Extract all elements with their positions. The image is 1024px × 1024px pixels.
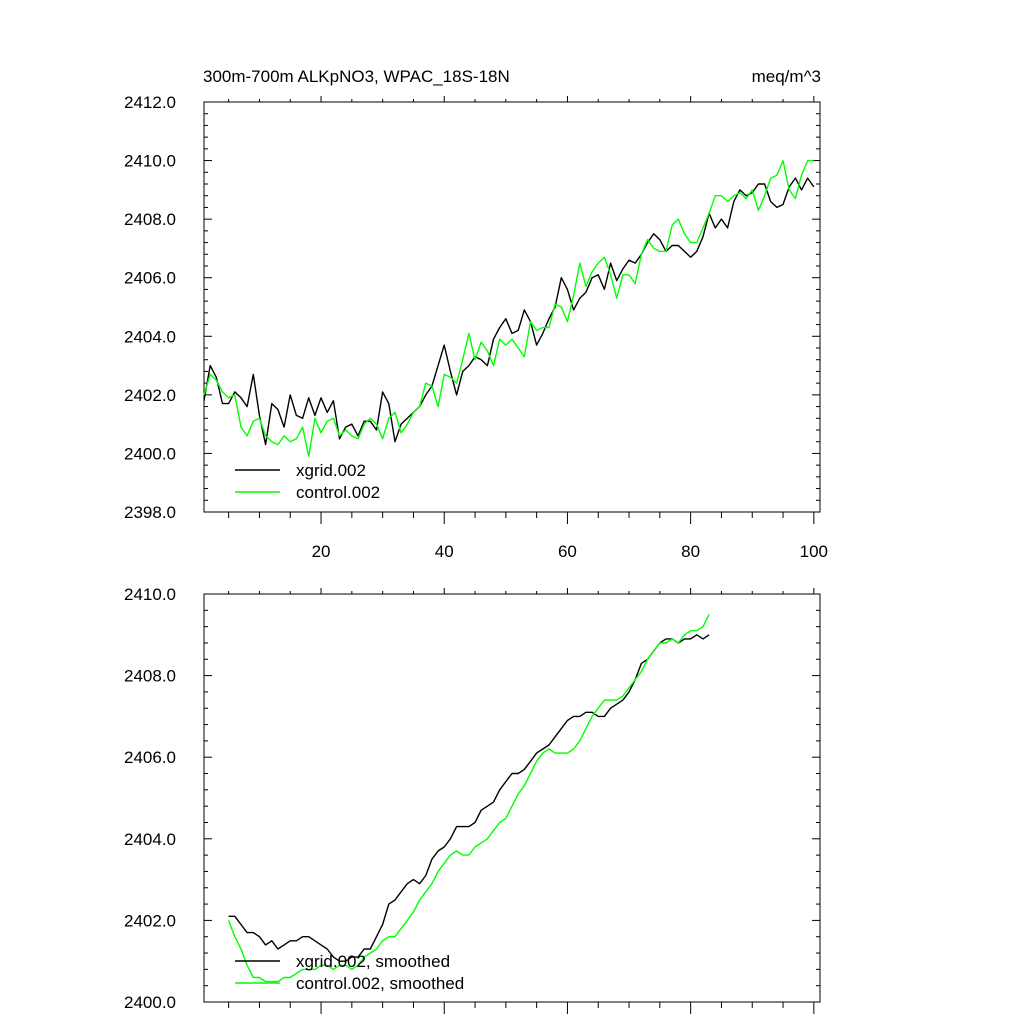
bottom-panel-series	[227, 614, 710, 983]
y-tick-label: 2400.0	[124, 993, 176, 1012]
legend-label-control-smoothed: control.002, smoothed	[296, 974, 464, 993]
top-panel-frame	[203, 101, 821, 513]
series-line-xgrid-002-smoothed	[228, 634, 710, 962]
bottom-panel-ticks: 2400.0 2402.0 2404.0 2406.0 2408.0 2410.0	[124, 585, 820, 1014]
x-tick-label: 100	[800, 542, 828, 561]
y-tick-label: 2410.0	[124, 152, 176, 171]
y-tick-label: 2400.0	[124, 444, 176, 463]
x-tick-label: 80	[681, 542, 700, 561]
series-line-control-002	[203, 159, 814, 458]
y-tick-label: 2408.0	[124, 667, 176, 686]
top-panel-series	[203, 159, 815, 458]
top-panel-ticks: 2398.0 2400.0 2402.0 2404.0 2406.0 2408.0 2410…	[124, 93, 828, 561]
top-panel-legend: xgrid.002 control.002	[235, 461, 380, 502]
y-tick-label: 2410.0	[124, 585, 176, 604]
y-tick-label: 2404.0	[124, 830, 176, 849]
y-tick-label: 2406.0	[124, 748, 176, 767]
top-panel: 300m-700m ALKpNO3, WPAC_18S-18N meq/m^3 …	[124, 67, 828, 561]
y-tick-label: 2398.0	[124, 503, 176, 522]
y-tick-label: 2406.0	[124, 269, 176, 288]
x-tick-label: 40	[435, 542, 454, 561]
bottom-panel-frame	[203, 593, 821, 1003]
legend-label-xgrid-smoothed: xgrid.002, smoothed	[296, 952, 450, 971]
series-line-control-002-smoothed	[227, 614, 710, 983]
y-tick-label: 2402.0	[124, 911, 176, 930]
x-tick-label: 20	[312, 542, 331, 561]
top-panel-units: meq/m^3	[752, 67, 821, 86]
bottom-panel: 2400.0 2402.0 2404.0 2406.0 2408.0 2410.0 xgr…	[124, 585, 821, 1014]
y-tick-label: 2412.0	[124, 93, 176, 112]
y-tick-label: 2402.0	[124, 386, 176, 405]
legend-label-control: control.002	[296, 483, 380, 502]
y-tick-label: 2404.0	[124, 327, 176, 346]
top-panel-title: 300m-700m ALKpNO3, WPAC_18S-18N	[203, 67, 510, 86]
series-line-xgrid-002	[203, 177, 815, 446]
bottom-panel-legend: xgrid.002, smoothed control.002, smoothe…	[235, 952, 464, 993]
x-tick-label: 60	[558, 542, 577, 561]
legend-label-xgrid: xgrid.002	[296, 461, 366, 480]
y-tick-label: 2408.0	[124, 210, 176, 229]
